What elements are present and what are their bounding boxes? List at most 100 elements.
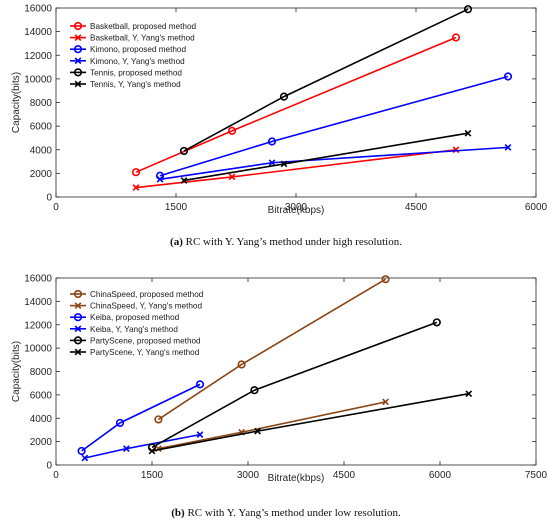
data-point-stroke [465,390,473,398]
y-tick-label: 16000 [24,274,52,285]
data-point [250,386,259,395]
data-point-stroke [148,447,156,455]
legend-entry: Kimono, proposed method [90,45,186,54]
data-point [131,168,141,177]
x-tick-label: 1500 [165,202,188,213]
legend-marker [73,21,83,31]
legend-entry: ChinaSpeed, proposed method [90,290,204,299]
x-tick-label: 0 [53,202,59,213]
series-line-0 [135,36,457,173]
data-point [464,129,472,137]
y-tick-label: 16000 [24,4,52,15]
caption-text: RC with Y. Yang’s method under low resol… [185,507,401,519]
data-point [504,144,512,151]
y-tick-label: 14000 [24,27,52,38]
data-point [123,445,130,453]
legend-entry: Keiba, Y, Yang's method [90,325,178,334]
legend-marker [74,302,82,309]
data-point [179,146,189,156]
data-point-stroke [268,159,276,167]
legend-marker [74,325,82,333]
data-point [180,177,188,184]
y-tick-label: 14000 [24,297,52,308]
series-line-2 [81,383,201,452]
x-axis-label: Bitrate(kbps) [268,205,325,216]
legend-marker-stroke [74,348,82,356]
caption-text: RC with Y. Yang’s method under high reso… [183,236,402,248]
data-point [267,137,277,146]
data-point-stroke [156,175,164,183]
data-point [227,126,237,135]
legend-marker [73,68,83,77]
y-tick-label: 10000 [24,74,52,85]
data-point-stroke [464,129,472,137]
chart-caption: (a) RC with Y. Yang’s method under high … [170,236,402,248]
legend-marker [74,57,82,65]
legend-entry: Kimono, Y, Yang's method [90,57,185,66]
y-tick-label: 0 [46,461,52,472]
legend-entry: Tennis, Y, Yang's method [90,80,181,89]
x-tick-label: 0 [53,470,59,481]
x-tick-label: 6000 [429,470,452,481]
legend-marker [74,34,82,41]
data-point-stroke [382,398,389,406]
x-axis-label: Bitrate(kbps) [268,473,325,484]
data-point [156,175,164,183]
x-tick-label: 3000 [285,202,308,213]
y-tick-label: 0 [46,193,52,204]
series-line-0 [157,278,387,421]
data-point-stroke [180,177,188,184]
legend-entry: ChinaSpeed, Y, Yang's method [90,302,202,311]
legend-marker [74,348,82,356]
data-point [132,184,140,191]
x-tick-label: 1500 [141,470,164,481]
data-point-stroke [504,144,512,151]
data-point [280,160,288,168]
y-tick-label: 6000 [30,390,53,401]
legend-entry: Basketball, proposed method [90,22,196,31]
chart-caption: (b) RC with Y. Yang’s method under low r… [171,507,401,519]
series-line-4 [183,8,469,152]
data-point [237,360,246,369]
data-point [268,159,276,167]
y-axis-label: Capacity(bits) [11,72,22,133]
data-point [279,92,289,101]
y-tick-label: 12000 [24,320,52,331]
y-tick-label: 2000 [30,169,53,180]
data-point-stroke [228,173,236,181]
x-tick-label: 4500 [333,470,356,481]
legend: Basketball, proposed method Basketball, Y… [70,21,196,89]
data-point [463,5,473,14]
y-tick-label: 8000 [30,98,53,109]
data-point [465,390,473,398]
data-point [451,33,461,42]
data-point [195,380,205,389]
data-point [381,275,390,284]
data-point-stroke [254,427,261,435]
caption-label: (a) [170,236,183,248]
legend-marker-stroke [74,57,82,65]
legend-marker [73,289,83,299]
legend-marker-stroke [74,302,82,309]
data-point-stroke [132,184,140,191]
series-line-2 [159,75,509,177]
plot-area [55,277,537,466]
series-line-4 [151,321,438,449]
y-tick-label: 4000 [30,145,53,156]
legend: ChinaSpeed, proposed method ChinaSpeed, Y… [70,289,204,357]
legend-entry: Tennis, proposed method [90,68,182,77]
chart-1: 0 1500 3000 4500 6000 7500 0 2000 4000 6000 8000 10… [11,274,548,520]
y-axis-label: Capacity(bits) [11,341,22,402]
data-point [503,72,513,81]
data-point [254,427,261,435]
plot-area [55,7,537,198]
data-point [432,318,441,327]
y-tick-label: 2000 [30,437,53,448]
data-point [77,446,86,456]
data-point-stroke [81,454,89,462]
legend-marker-stroke [74,34,82,41]
x-tick-label: 6000 [525,202,548,213]
legend-marker [74,80,82,88]
data-point [196,431,204,438]
